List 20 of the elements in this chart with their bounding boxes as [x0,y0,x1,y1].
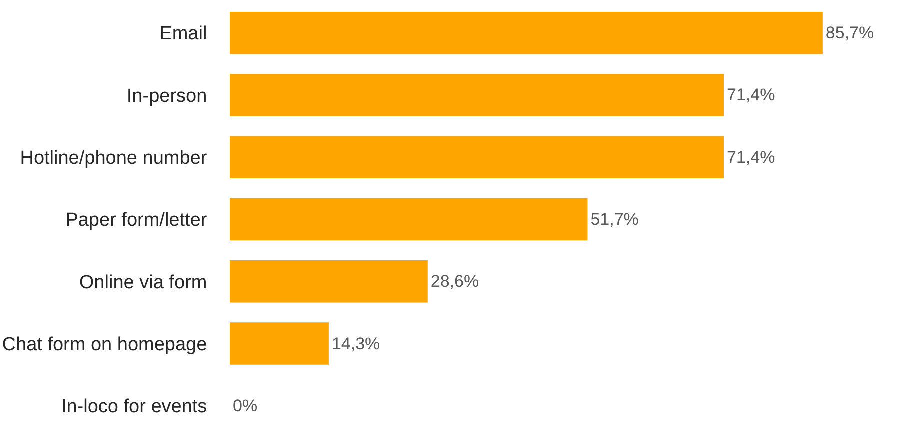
data-label: 14,3% [332,334,380,354]
bar [230,74,724,116]
bar [230,198,588,241]
bar [230,322,329,365]
y-tick-label: Online via form [79,272,208,294]
y-tick-label: Hotline/phone number [20,148,208,170]
data-label: 71,4% [726,148,776,167]
data-label: 0% [233,396,258,416]
y-tick-label: In-person [126,86,208,107]
y-tick-label: Email [160,24,208,45]
y-tick-label: In-loco for events [61,396,208,418]
bar [230,136,724,178]
data-label: 51,7% [590,210,639,229]
bar [230,260,428,303]
bar [230,12,823,54]
y-tick-label: Paper form/letter [66,210,208,232]
data-label: 28,6% [430,272,480,292]
data-label: 71,4% [726,86,776,105]
data-label: 85,7% [826,24,874,43]
y-tick-label: Chat form on homepage [2,334,208,356]
